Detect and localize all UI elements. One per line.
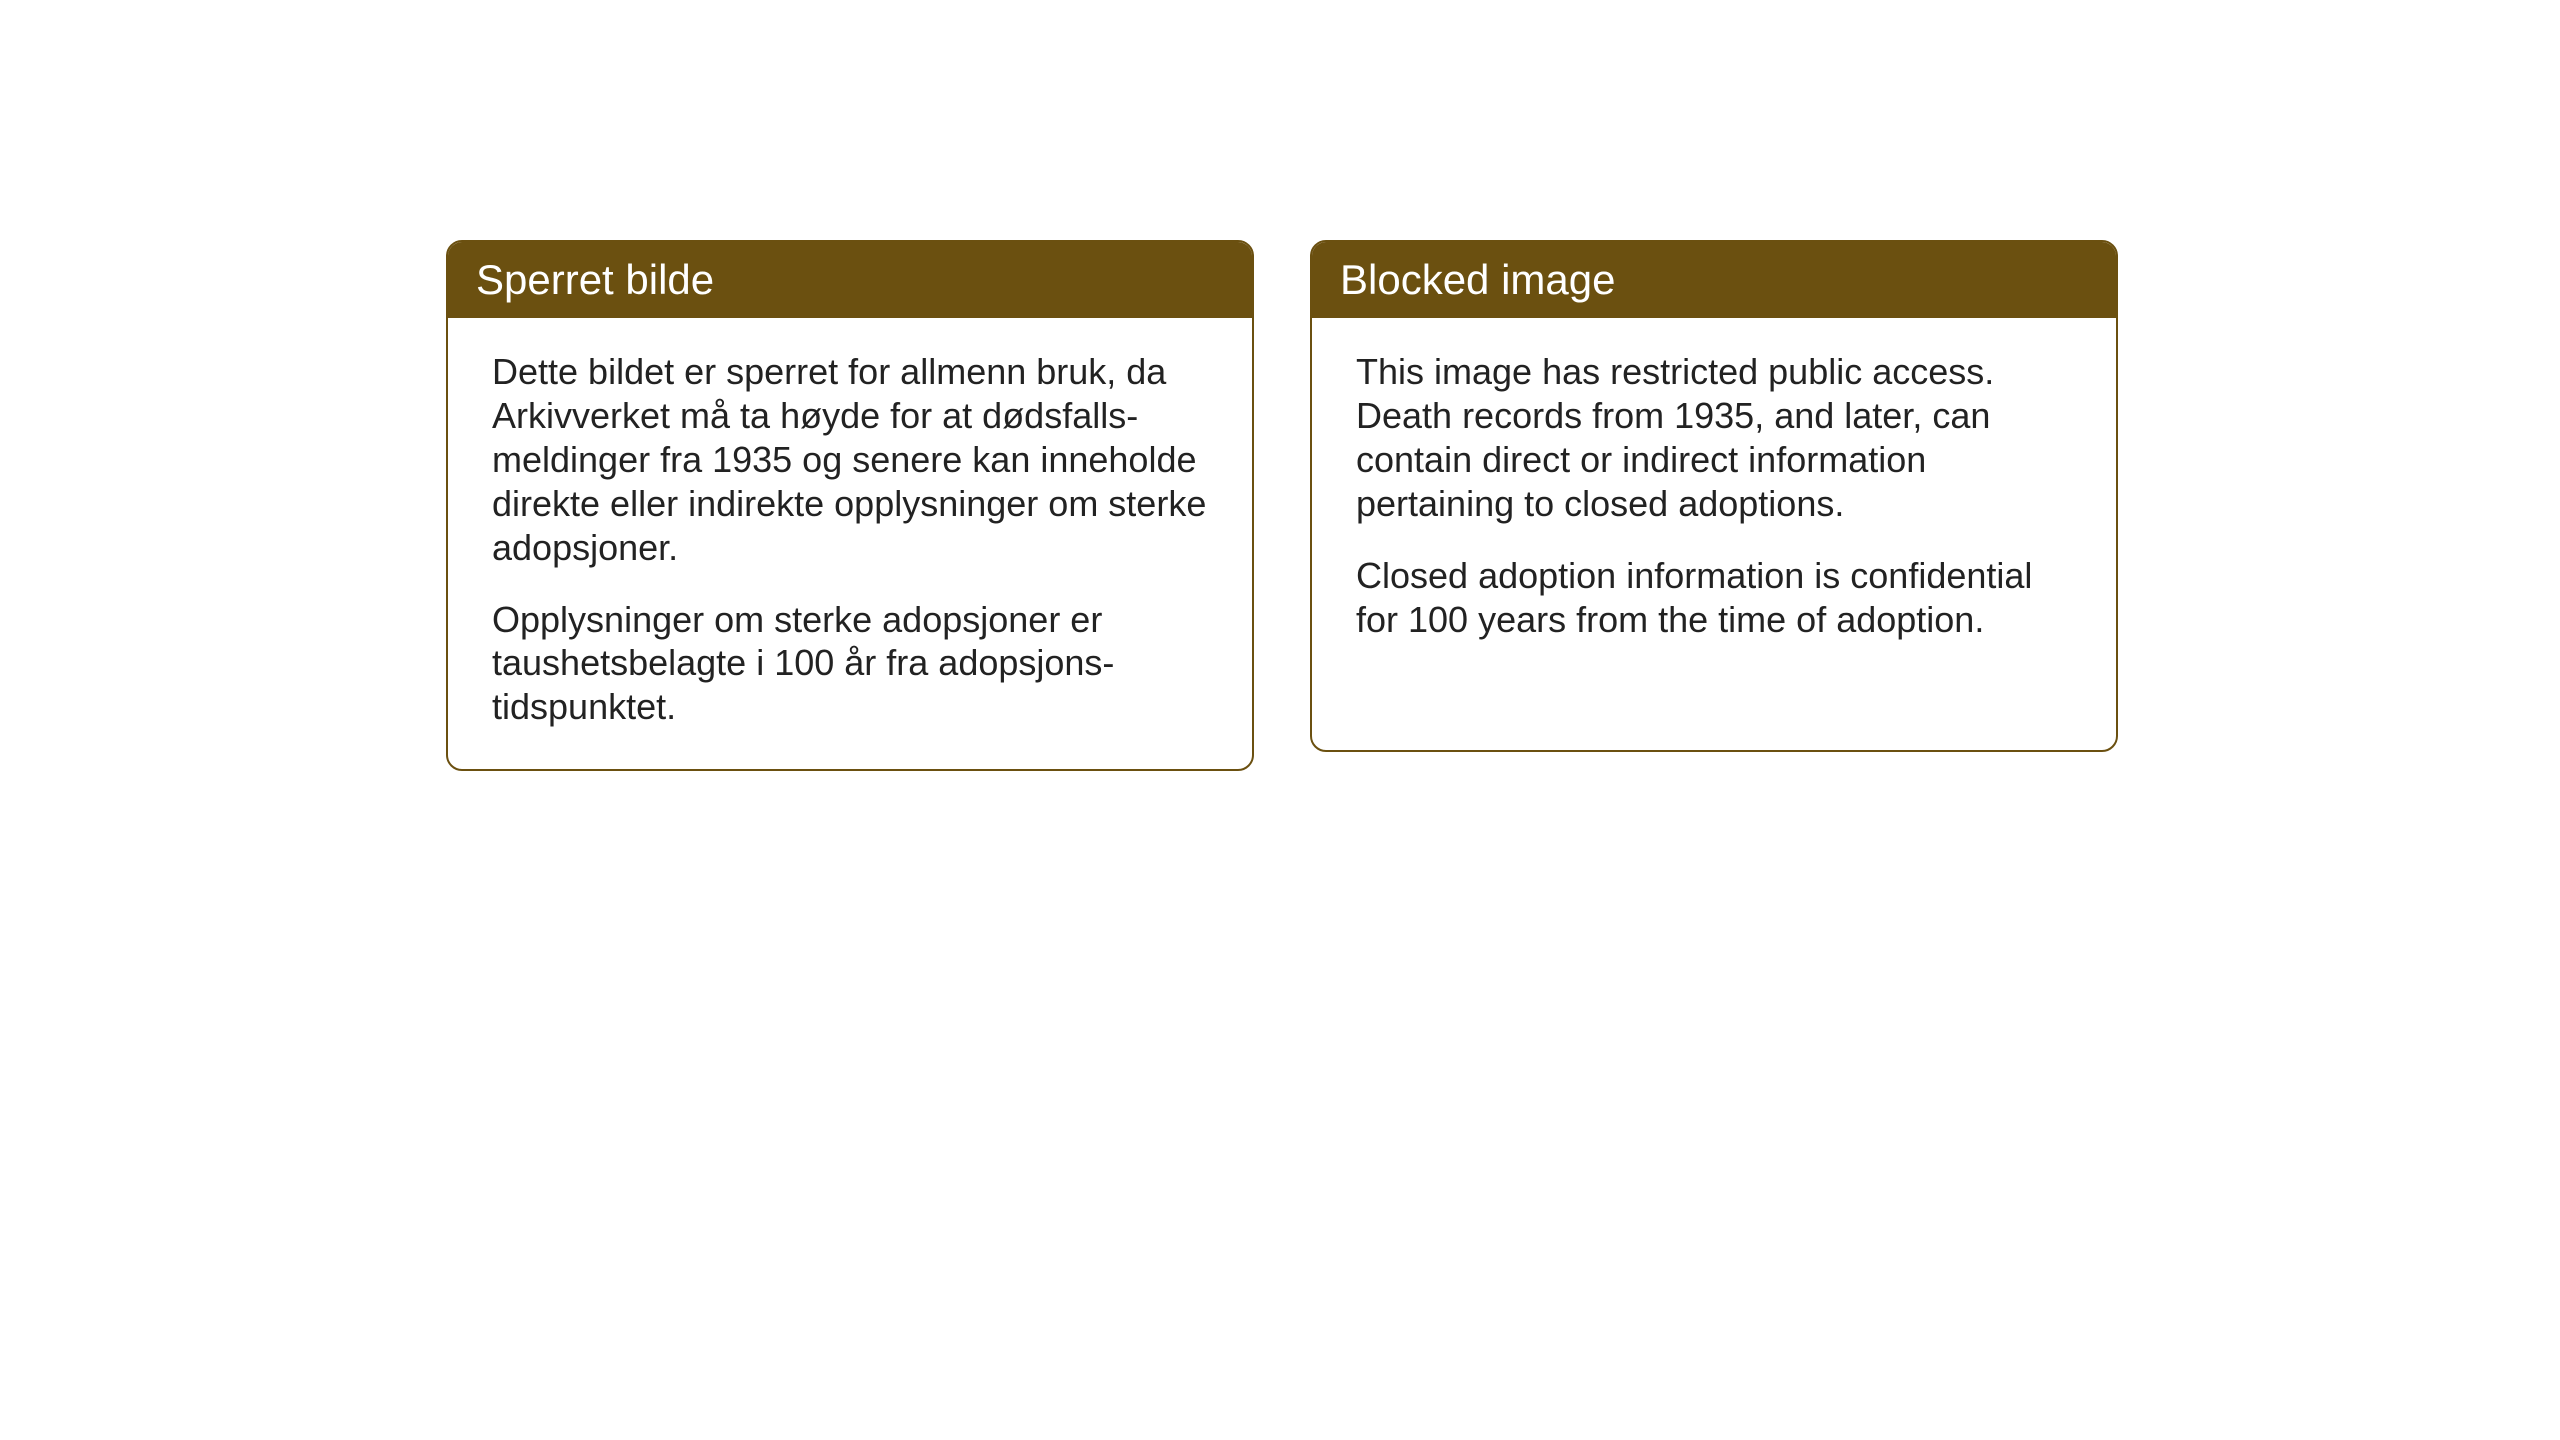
card-paragraph: Dette bildet er sperret for allmenn bruk… — [492, 350, 1208, 570]
card-norwegian: Sperret bilde Dette bildet er sperret fo… — [446, 240, 1254, 771]
card-english: Blocked image This image has restricted … — [1310, 240, 2118, 752]
card-body-english: This image has restricted public access.… — [1312, 318, 2116, 681]
card-paragraph: This image has restricted public access.… — [1356, 350, 2072, 526]
card-paragraph: Opplysninger om sterke adopsjoner er tau… — [492, 598, 1208, 730]
card-title: Sperret bilde — [476, 256, 714, 303]
cards-container: Sperret bilde Dette bildet er sperret fo… — [0, 0, 2560, 771]
card-title: Blocked image — [1340, 256, 1615, 303]
card-header-norwegian: Sperret bilde — [448, 242, 1252, 318]
card-body-norwegian: Dette bildet er sperret for allmenn bruk… — [448, 318, 1252, 769]
card-header-english: Blocked image — [1312, 242, 2116, 318]
card-paragraph: Closed adoption information is confident… — [1356, 554, 2072, 642]
